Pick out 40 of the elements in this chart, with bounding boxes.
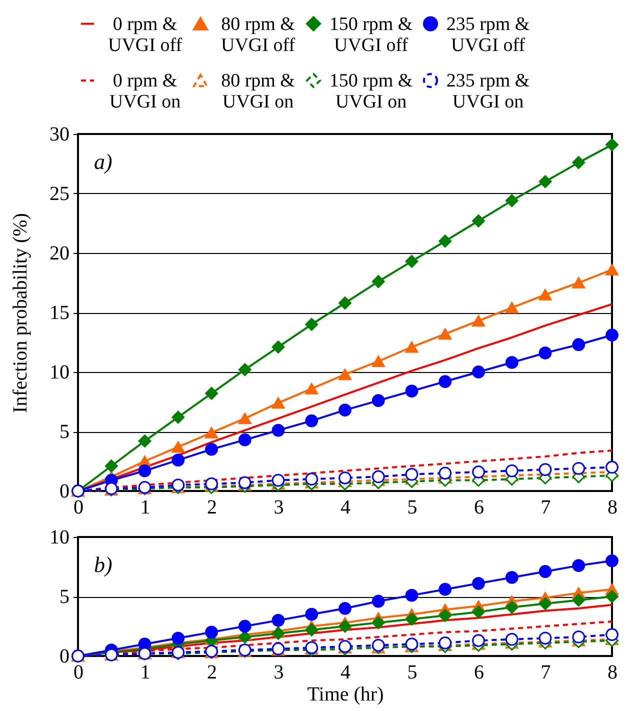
x-tick-label: 7 (540, 496, 551, 518)
legend-label: 80 rpm & UVGI on (221, 70, 296, 112)
x-tick-label: 3 (274, 496, 284, 518)
y-tick-label: 10 (50, 526, 70, 548)
y-tick-label: 5 (60, 586, 70, 608)
y-axis-title: Infection probability (%) (10, 213, 32, 413)
y-tick-label: 0 (60, 480, 70, 502)
y-tick-label: 5 (60, 421, 70, 443)
x-axis-title: Time (hr) (307, 684, 384, 706)
x-tick-label: 4 (340, 496, 350, 518)
legend-label: 0 rpm & UVGI off (108, 14, 183, 56)
x-tick-label: 1 (140, 496, 150, 518)
x-tick-label: 8 (608, 662, 618, 684)
x-tick-label: 6 (474, 496, 484, 518)
legend-label: 235 rpm & UVGI on (446, 70, 530, 112)
y-tick-label: 25 (50, 183, 70, 205)
legend-label: 150 rpm & UVGI on (329, 70, 413, 112)
y-tick-label: 30 (50, 124, 70, 146)
legend-label: 80 rpm & UVGI off (220, 14, 296, 56)
x-tick-label: 4 (340, 662, 350, 684)
annotation: a) (94, 149, 112, 174)
y-tick-label: 10 (50, 362, 70, 384)
legend-label: 0 rpm & UVGI on (109, 70, 182, 112)
x-tick-label: 5 (407, 662, 418, 684)
x-tick-label: 3 (274, 662, 284, 684)
y-tick-label: 0 (60, 646, 70, 668)
x-tick-label: 5 (407, 496, 418, 518)
x-tick-label: 0 (74, 662, 84, 684)
y-tick-label: 20 (50, 242, 70, 264)
legend-label: 235 rpm & UVGI off (446, 14, 530, 56)
legend-label: 150 rpm & UVGI off (329, 14, 413, 56)
y-tick-label: 15 (50, 302, 70, 324)
x-tick-label: 2 (207, 496, 217, 518)
x-tick-label: 2 (207, 662, 217, 684)
x-tick-label: 0 (74, 496, 84, 518)
annotation: b) (94, 552, 112, 577)
x-tick-label: 8 (608, 496, 618, 518)
x-tick-label: 6 (474, 662, 484, 684)
x-tick-label: 7 (540, 662, 551, 684)
x-tick-label: 1 (140, 662, 150, 684)
